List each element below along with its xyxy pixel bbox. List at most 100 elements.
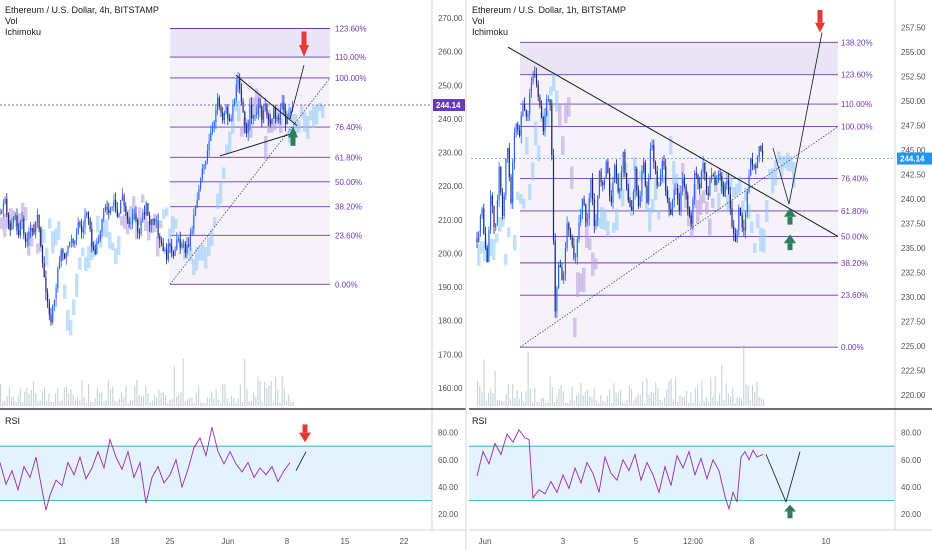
candle-body [603,177,606,186]
price-tick-label: 160.00 [438,384,463,393]
candle-body [65,253,67,259]
right-rsi-label[interactable]: RSI [472,416,488,426]
cloud-segment [558,104,562,128]
candle-body [186,244,188,253]
volume-bar [752,385,754,406]
candle-body [620,171,623,189]
volume-bar [736,397,738,406]
volume-bar [259,380,261,406]
cloud-segment [117,236,121,256]
cloud-segment [477,244,481,266]
fib-level-label: 50.00% [335,178,362,187]
rsi-tick-label: 60.00 [438,456,459,465]
volume-bar [235,402,237,406]
volume-bar [90,401,92,406]
candle-body [600,171,602,183]
volume-bar [81,380,83,406]
cloud-segment [609,183,613,193]
candle-body [741,215,743,228]
volume-bar [253,392,255,406]
right-indicator-ichimoku[interactable]: Ichimoku [472,27,509,37]
cloud-segment [570,166,574,189]
volume-bar [101,391,103,406]
left-rsi-label[interactable]: RSI [5,416,21,426]
candle-body [478,232,480,243]
candle-body [622,152,624,172]
trend-line-upper [235,74,298,127]
volume-bar [690,392,692,406]
candle-body [639,196,641,207]
volume-bar [644,402,646,406]
candle-body [48,302,50,315]
candle-body [181,244,183,248]
candle-body [98,239,100,242]
cloud-segment [765,200,769,222]
volume-bar [701,380,703,406]
price-badge [897,152,932,165]
volume-bar [587,389,589,406]
candle-body [128,219,130,224]
volume-bar [723,399,725,406]
cloud-segment [771,168,775,194]
candle-body [513,132,515,164]
volume-bar [37,401,39,406]
candle-body [682,179,684,192]
cloud-segment [195,247,199,271]
right-indicator-vol[interactable]: Vol [472,16,485,26]
candle-body [120,200,122,214]
candle-body [517,123,519,131]
volume-bar [50,402,52,406]
candle-body [252,116,254,119]
volume-bar [70,389,72,406]
candle-body [225,106,227,114]
fib-level-label: 76.40% [841,175,868,184]
candle-body [201,168,203,180]
candle-body [745,212,747,231]
cloud-segment [753,243,757,254]
up-arrow-stem [290,137,296,146]
candle-body [251,104,253,119]
volume-bar [292,401,294,406]
candle-body [81,225,83,233]
cloud-segment [3,213,7,238]
cloud-segment [21,202,25,216]
time-tick-label: 10 [822,537,831,546]
volume-bar [2,402,4,406]
candle-body [200,179,202,189]
left-drawings [0,31,432,285]
candle-body [609,173,611,196]
volume-bar [30,390,32,406]
up-arrow-icon-2 [784,234,796,244]
fib-level-label: 38.20% [841,259,868,268]
cloud-segment [513,235,517,251]
candle-body [479,215,481,233]
volume-bar [156,396,158,406]
candle-body [595,219,597,227]
candle-body [564,247,566,275]
candle-body [738,207,740,231]
volume-bar [721,364,723,406]
cloud-segment [156,236,160,257]
candle-body [1,210,3,214]
left-indicator-ichimoku[interactable]: Ichimoku [5,27,42,37]
cloud-segment [42,229,46,244]
candle-body [220,106,222,113]
candle-body [529,93,531,115]
volume-bar [125,385,127,406]
cloud-segment [276,106,280,125]
cloud-segment [129,206,133,218]
candle-body [709,178,711,196]
volume-bar [226,398,228,406]
cloud-segment [774,159,778,186]
volume-bar [26,387,28,406]
cloud-segment [141,194,145,203]
volume-bar [745,383,747,406]
left-indicator-vol[interactable]: Vol [5,16,18,26]
cloud-segment [738,176,742,194]
cloud-segment [552,72,556,92]
candle-body [580,214,582,223]
candle-body [94,249,96,254]
candle-body [211,127,214,132]
candle-body [62,249,64,254]
